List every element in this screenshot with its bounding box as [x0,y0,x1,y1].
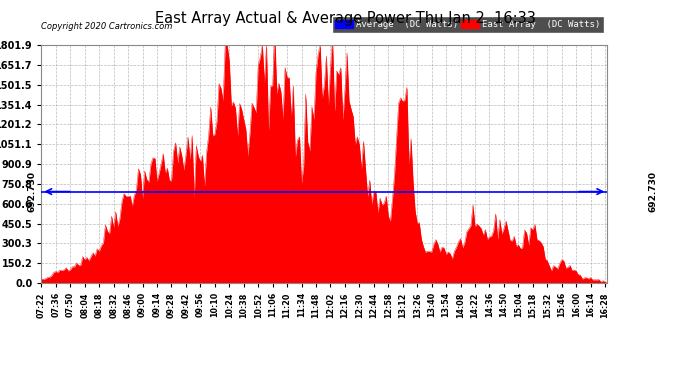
Legend: Average  (DC Watts), East Array  (DC Watts): Average (DC Watts), East Array (DC Watts… [333,17,602,32]
Text: Copyright 2020 Cartronics.com: Copyright 2020 Cartronics.com [41,22,172,31]
Text: East Array Actual & Average Power Thu Jan 2  16:33: East Array Actual & Average Power Thu Ja… [155,11,535,26]
